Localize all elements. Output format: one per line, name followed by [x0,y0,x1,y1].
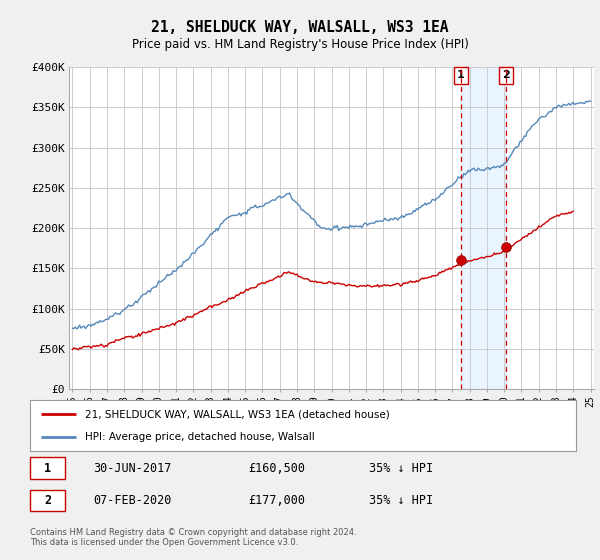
Text: Contains HM Land Registry data © Crown copyright and database right 2024.
This d: Contains HM Land Registry data © Crown c… [30,528,356,547]
Text: 35% ↓ HPI: 35% ↓ HPI [368,494,433,507]
Text: 30-JUN-2017: 30-JUN-2017 [93,462,171,475]
Bar [461,67,506,389]
Text: 1: 1 [44,462,52,475]
Text: 07-FEB-2020: 07-FEB-2020 [93,494,171,507]
Text: 35% ↓ HPI: 35% ↓ HPI [368,462,433,475]
Text: 2: 2 [502,70,510,80]
Text: £177,000: £177,000 [248,494,305,507]
Text: 21, SHELDUCK WAY, WALSALL, WS3 1EA (detached house): 21, SHELDUCK WAY, WALSALL, WS3 1EA (deta… [85,409,389,419]
Text: 21, SHELDUCK WAY, WALSALL, WS3 1EA: 21, SHELDUCK WAY, WALSALL, WS3 1EA [151,20,449,35]
FancyBboxPatch shape [30,458,65,479]
Text: 1: 1 [457,70,465,80]
Text: Price paid vs. HM Land Registry's House Price Index (HPI): Price paid vs. HM Land Registry's House … [131,38,469,50]
FancyBboxPatch shape [30,489,65,511]
Text: £160,500: £160,500 [248,462,305,475]
Text: HPI: Average price, detached house, Walsall: HPI: Average price, detached house, Wals… [85,432,314,442]
Text: 2: 2 [44,494,52,507]
